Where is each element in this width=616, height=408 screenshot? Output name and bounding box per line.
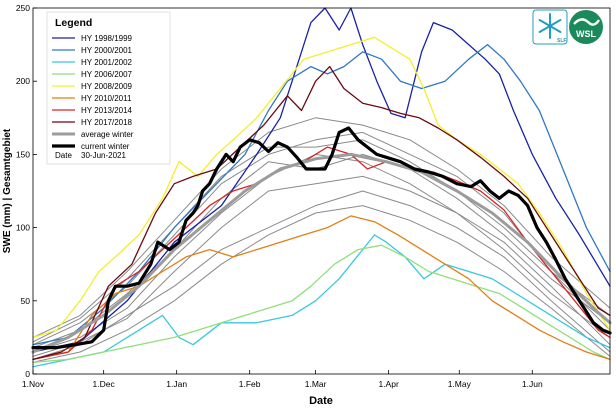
- legend-title: Legend: [55, 17, 92, 29]
- legend-entry-label: HY 2001/2002: [81, 58, 133, 67]
- x-tick-label: 1.Jun: [522, 379, 543, 389]
- legend: Legend HY 1998/1999 HY 2000/2001 HY 2001/2…: [46, 11, 171, 165]
- x-tick-label: 1.Jan: [166, 379, 187, 389]
- x-tick-label: 1.Nov: [22, 379, 45, 389]
- x-tick-label: 1.Apr: [378, 379, 398, 389]
- series-line-hy-2013-2014: [32, 146, 611, 361]
- series-line-hy-2017-2018: [32, 65, 611, 361]
- series-line-hy-2008-2009: [32, 36, 611, 339]
- series-line-other-winter: [32, 175, 611, 357]
- y-tick-label: 0: [25, 369, 30, 379]
- y-tick-label: 200: [16, 76, 30, 86]
- legend-entry-label: HY 1998/1999: [81, 34, 133, 43]
- x-tick-label: 1.Mar: [305, 379, 327, 389]
- wave-icon: [573, 18, 601, 26]
- series-line-other-winter: [32, 190, 611, 360]
- plot-frame: [32, 7, 611, 375]
- series-line-current-winter: [31, 126, 612, 350]
- plot-area: [31, 7, 612, 368]
- wsl-logo: WSL: [569, 10, 603, 44]
- x-tick-label: 1.May: [448, 379, 472, 389]
- legend-items: HY 1998/1999 HY 2000/2001 HY 2001/2002 HY 2…: [52, 34, 134, 151]
- series-line-other-winter: [32, 117, 611, 338]
- y-tick-label: 150: [16, 149, 30, 159]
- y-axis-label: SWE (mm) | Gesamtgebiet: [2, 128, 13, 253]
- series-line-hy-2000-2001: [32, 43, 611, 346]
- x-axis-label: Date: [309, 395, 333, 407]
- legend-entry-label: HY 2000/2001: [81, 46, 133, 55]
- y-tick-label: 100: [16, 223, 30, 233]
- legend-entry-label: HY 2006/2007: [81, 70, 133, 79]
- series-line-average-winter: [31, 152, 612, 354]
- legend-entry-label: average winter: [81, 130, 134, 139]
- legend-date-value: 30-Jun-2021: [81, 151, 126, 160]
- legend-entry-label: HY 2017/2018: [81, 118, 133, 127]
- wsl-logo-circle: [569, 10, 603, 44]
- series-line-other-winter: [32, 205, 611, 363]
- series-line-hy-2006-2007: [32, 244, 611, 363]
- y-tick-label: 250: [16, 3, 30, 13]
- slf-logo: SLF: [532, 9, 568, 45]
- snowflake-icon: [538, 13, 562, 39]
- legend-box: [46, 11, 171, 165]
- legend-entry-label: current winter: [81, 142, 130, 151]
- series-line-hy-1998-1999: [32, 7, 611, 353]
- legend-date-label: Date: [55, 151, 72, 160]
- y-axis: 0 50 100 150 200 250: [16, 3, 37, 379]
- x-tick-label: 1.Feb: [239, 379, 261, 389]
- legend-entry-label: HY 2008/2009: [81, 82, 133, 91]
- x-axis: 1.Nov 1.Dec 1.Jan 1.Feb 1.Mar 1.Apr 1.May 1.Jun: [22, 370, 543, 389]
- slf-logo-text: SLF: [557, 38, 566, 44]
- wsl-logo-text: WSL: [576, 29, 596, 39]
- series-line-hy-2001-2002: [32, 234, 611, 368]
- legend-entry-label: HY 2010/2011: [81, 94, 132, 103]
- y-tick-label: 50: [21, 296, 31, 306]
- legend-entry-label: HY 2013/2014: [81, 106, 133, 115]
- x-tick-label: 1.Dec: [93, 379, 116, 389]
